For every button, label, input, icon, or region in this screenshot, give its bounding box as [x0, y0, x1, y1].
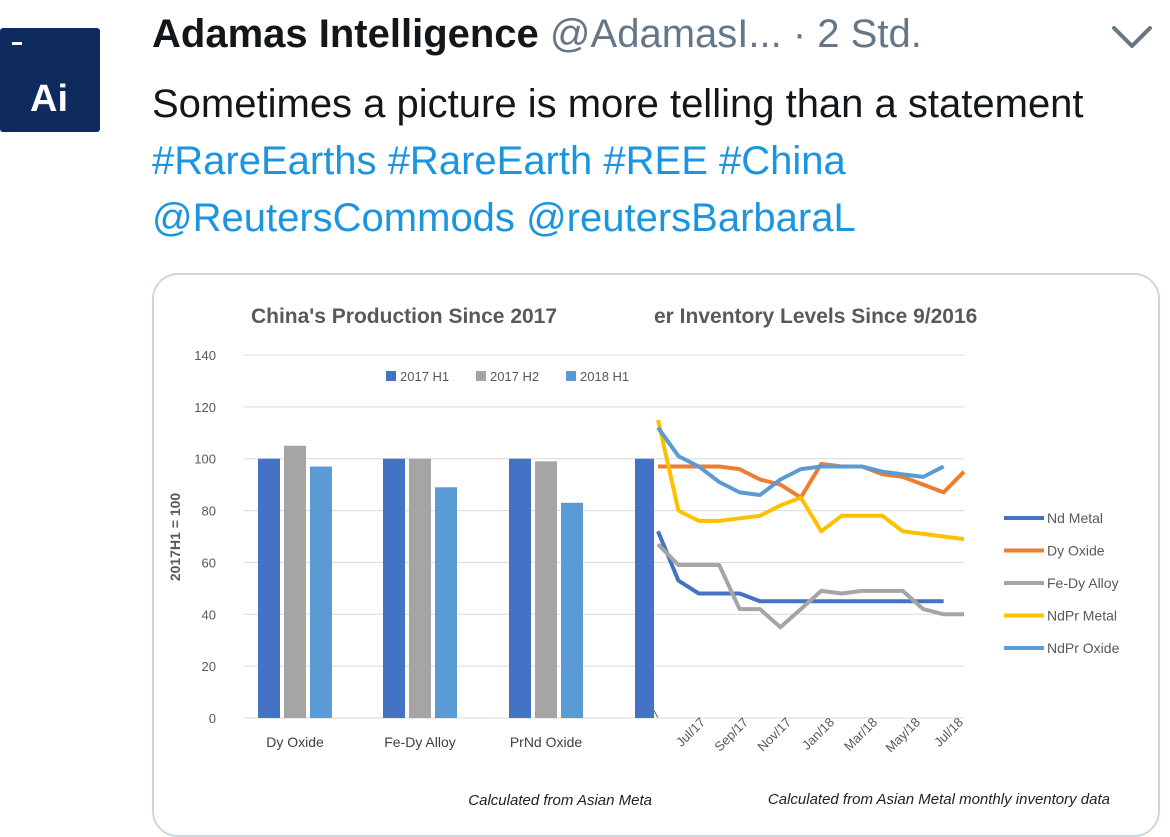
tweet-header: Adamas Intelligence @AdamasI... · 2 Std. — [152, 12, 922, 57]
series-line — [656, 530, 944, 604]
mention-link[interactable]: @reutersBarbaraL — [526, 196, 856, 240]
bar-chart-panel: 0 20 40 60 80 100 120 140 China's Production Sin… — [154, 275, 654, 835]
bar — [535, 461, 557, 718]
logo-dash — [12, 42, 22, 45]
series-line — [656, 419, 965, 542]
chevron-down-icon[interactable] — [1110, 22, 1154, 52]
chart-title: er Inventory Levels Since 9/2016 — [654, 305, 977, 328]
tweet-plain-text: Sometimes a picture is more telling than… — [152, 82, 1084, 126]
bar — [409, 458, 431, 718]
bar — [435, 487, 457, 718]
legend-label: Dy Oxide — [1047, 543, 1105, 559]
author-handle[interactable]: @AdamasI... — [549, 12, 782, 56]
y-tick-label: 80 — [202, 504, 216, 519]
bar — [310, 466, 332, 718]
x-tick-label: Mar/18 — [841, 715, 880, 754]
legend-swatch — [386, 371, 396, 381]
series-line — [656, 542, 964, 630]
legend-label: 2018 H1 — [580, 369, 629, 384]
bar — [509, 458, 531, 718]
bar — [284, 445, 306, 718]
hashtag-link[interactable]: #REE — [603, 139, 708, 183]
y-tick-label: 140 — [194, 348, 216, 363]
legend-label: 2017 H2 — [490, 369, 539, 384]
hashtag-link[interactable]: #RareEarths — [152, 139, 377, 183]
avatar[interactable]: Ai — [0, 28, 100, 132]
y-tick-label: 0 — [209, 711, 216, 726]
x-tick-label: May/18 — [882, 715, 923, 756]
bar — [258, 458, 280, 718]
legend-label: Nd Metal — [1047, 510, 1103, 526]
legend-label: 2017 H1 — [400, 369, 449, 384]
author-name[interactable]: Adamas Intelligence — [152, 12, 539, 56]
tweet-text: Sometimes a picture is more telling than… — [152, 76, 1162, 247]
mention-link[interactable]: @ReutersCommods — [152, 196, 515, 240]
series-line — [658, 461, 966, 500]
y-tick-label: 120 — [194, 400, 216, 415]
line-chart-panel: er Inventory Levels Since 9/2016/Jul/17 S… — [654, 275, 1158, 835]
x-category-label: Dy Oxide — [266, 734, 324, 750]
bar — [635, 458, 654, 718]
bar-chart: 0 20 40 60 80 100 120 140 China's Production Sin… — [167, 305, 654, 809]
bar — [561, 502, 583, 718]
separator: · — [792, 12, 807, 56]
x-tick-label: Jan/18 — [799, 715, 837, 753]
avatar-text: Ai — [30, 78, 68, 120]
x-tick-label: Jul/18 — [931, 715, 966, 750]
y-tick-label: 100 — [194, 452, 216, 467]
timestamp[interactable]: 2 Std. — [817, 12, 922, 56]
y-tick-label: 60 — [202, 555, 216, 570]
y-tick-label: 40 — [202, 607, 216, 622]
legend-swatch — [566, 371, 576, 381]
x-tick-label: Nov/17 — [754, 715, 794, 755]
y-tick-label: 20 — [202, 659, 216, 674]
line-chart: er Inventory Levels Since 9/2016/Jul/17 S… — [654, 305, 1120, 808]
x-tick-label: Jul/17 — [673, 715, 708, 750]
x-tick-label: Sep/17 — [711, 715, 751, 755]
series-line — [656, 426, 945, 497]
legend-swatch — [476, 371, 486, 381]
chart-footer: Calculated from Asian Meta — [468, 792, 652, 809]
chart-title: China's Production Since 2017 — [251, 305, 557, 328]
legend-label: Fe-Dy Alloy — [1047, 575, 1119, 591]
x-category-label: PrNd Oxide — [510, 734, 583, 750]
hashtag-link[interactable]: #China — [719, 139, 846, 183]
media-card[interactable]: 0 20 40 60 80 100 120 140 China's Production Sin… — [152, 273, 1160, 837]
y-axis-label: 2017H1 = 100 — [167, 493, 183, 582]
legend-label: NdPr Metal — [1047, 608, 1117, 624]
hashtag-link[interactable]: #RareEarth — [387, 139, 593, 183]
legend-label: NdPr Oxide — [1047, 640, 1120, 656]
chart-footer: Calculated from Asian Metal monthly inve… — [768, 791, 1110, 808]
bar — [383, 458, 405, 718]
x-category-label: Fe-Dy Alloy — [384, 734, 456, 750]
